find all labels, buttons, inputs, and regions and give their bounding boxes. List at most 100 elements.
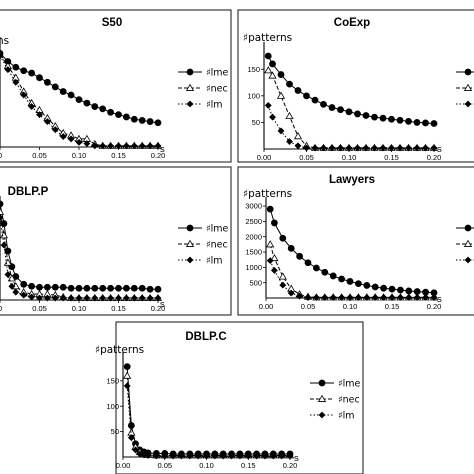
x-tick-label: 0.00 <box>116 461 131 470</box>
data-point <box>269 452 277 460</box>
panel-coexp: CoExp 0.00 0.05 0.10 0.15 0.20 50 100 150 ♯patte… <box>237 9 474 163</box>
x-axis-label: s <box>294 453 299 464</box>
legend-label: ♯lm <box>206 100 223 111</box>
data-point <box>186 452 194 460</box>
data-point <box>430 144 438 152</box>
legend-label: ♯nec <box>338 395 360 406</box>
data-point <box>36 283 43 291</box>
y-tick-label: 3000 <box>245 202 262 211</box>
data-point <box>329 293 337 301</box>
plot-area: 0 0.05 0.10 0.15 0.20s ♯lme ♯nec ♯lm <box>0 196 228 313</box>
data-point <box>12 63 20 71</box>
data-point <box>338 275 345 283</box>
data-point <box>277 71 285 78</box>
data-point <box>140 451 148 459</box>
legend-marker <box>186 224 194 232</box>
data-point <box>99 284 107 292</box>
y-tick-label: 2500 <box>245 217 262 226</box>
data-point <box>4 271 12 278</box>
data-point <box>0 241 8 249</box>
data-point <box>396 144 404 152</box>
data-point <box>28 103 36 110</box>
data-point <box>99 105 107 113</box>
y-tick-label: 2000 <box>245 232 262 241</box>
data-point <box>270 219 278 227</box>
y-tick-label: 500 <box>249 278 262 287</box>
legend-label: ♯lme <box>206 68 228 79</box>
data-point <box>346 278 354 285</box>
data-point <box>253 452 261 460</box>
data-point <box>422 293 430 301</box>
data-point <box>123 113 130 121</box>
data-point <box>264 101 272 109</box>
data-point <box>4 66 12 74</box>
data-point <box>154 142 162 150</box>
data-point <box>285 111 294 119</box>
data-point <box>36 74 43 82</box>
data-point <box>83 284 91 292</box>
data-point <box>396 116 404 124</box>
data-point <box>303 92 310 100</box>
data-point <box>371 283 379 291</box>
data-point <box>59 133 67 141</box>
data-point <box>321 293 329 301</box>
chart-title: DBLP.P <box>8 186 49 198</box>
data-point <box>269 60 276 68</box>
plot-area: 0.000.050.100.150.2050100150♯patternss♯l… <box>243 32 474 162</box>
plot-area: 0 0.05 0.10 0.15 0.20 ♯patterns s ♯lme ♯nec ♯lm <box>0 35 228 160</box>
x-tick-label: 0 <box>0 151 2 160</box>
data-point <box>0 52 4 60</box>
data-point <box>43 294 51 302</box>
data-point <box>59 294 67 302</box>
legend-marker <box>317 394 327 402</box>
x-tick-label: 0 <box>0 304 2 313</box>
data-point <box>266 257 274 265</box>
legend-marker <box>185 83 195 91</box>
y-axis-label: ♯patterns <box>243 32 292 44</box>
data-point <box>67 284 75 292</box>
data-point <box>0 207 5 215</box>
data-point <box>12 78 20 86</box>
data-point <box>146 294 154 302</box>
data-point <box>380 284 387 292</box>
data-point <box>75 284 83 292</box>
plot-area: 0.00 0.05 0.10 0.15 0.20 500 1000 1500 2000 2500 3… <box>243 188 474 311</box>
data-point <box>312 293 320 301</box>
data-point <box>99 294 107 302</box>
x-tick-label: 0.10 <box>72 304 87 313</box>
data-point <box>354 280 362 287</box>
x-tick-label: 0.05 <box>32 151 47 160</box>
data-point <box>371 144 378 152</box>
x-tick-label: 0.05 <box>32 304 47 313</box>
data-point <box>362 112 370 119</box>
x-tick-label: 0.10 <box>199 461 214 470</box>
x-tick-label: 0.05 <box>157 461 172 470</box>
data-point <box>20 67 28 75</box>
legend-label: ♯nec <box>206 240 228 251</box>
data-point <box>107 108 114 116</box>
data-point <box>277 127 285 135</box>
data-point <box>28 282 35 290</box>
data-point <box>354 144 361 152</box>
data-point <box>20 291 28 299</box>
data-point <box>28 293 36 301</box>
data-point <box>345 144 353 152</box>
x-tick-label: 0.05 <box>299 153 314 162</box>
data-point <box>405 144 412 152</box>
x-axis-label: s <box>160 299 165 310</box>
data-point <box>287 244 295 252</box>
data-point <box>138 294 146 302</box>
data-point <box>130 284 138 292</box>
x-tick-label: 0.05 <box>301 302 316 311</box>
data-point <box>337 106 344 114</box>
data-point <box>146 285 154 293</box>
data-point <box>328 104 336 111</box>
data-point <box>154 285 162 293</box>
data-point <box>293 132 303 140</box>
y-axis-label: ♯patterns <box>0 35 9 47</box>
data-point <box>286 80 293 88</box>
y-axis-label: ♯patterns <box>95 344 144 356</box>
x-tick-label: 0.10 <box>342 153 357 162</box>
x-tick-label: 0.00 <box>257 153 272 162</box>
data-point <box>413 144 421 152</box>
